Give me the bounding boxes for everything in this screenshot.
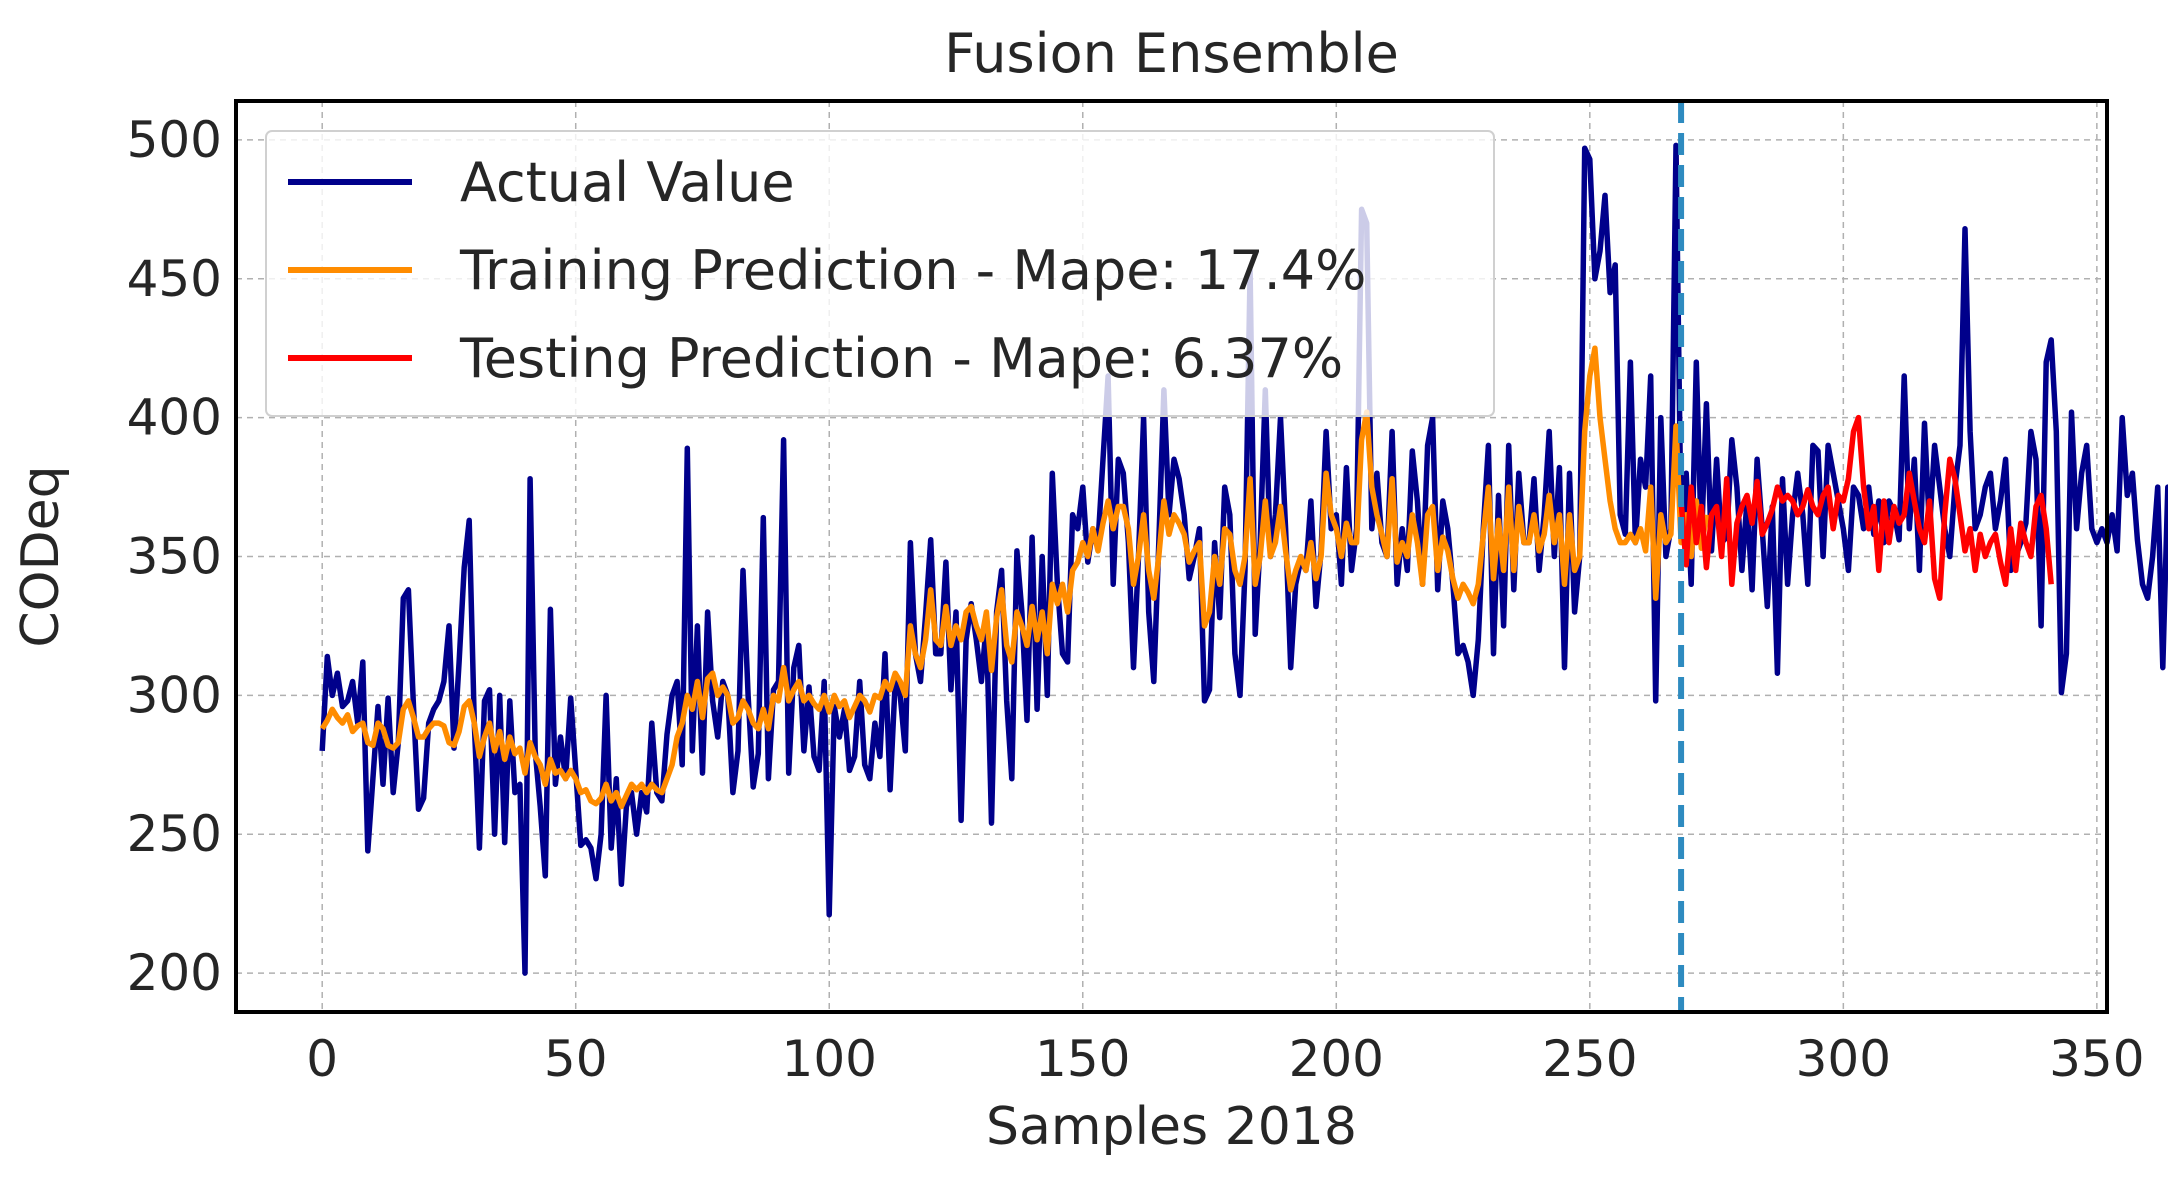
y-tick-label: 200	[127, 944, 222, 1002]
y-tick-label: 350	[127, 528, 222, 586]
x-tick-label: 100	[782, 1030, 877, 1088]
legend-label-actual: Actual Value	[460, 151, 795, 214]
x-tick-label: 150	[1035, 1030, 1130, 1088]
legend-label-training: Training Prediction - Mape: 17.4%	[459, 239, 1366, 302]
legend-label-testing: Testing Prediction - Mape: 6.37%	[459, 327, 1343, 390]
series-lines	[319, 142, 2168, 976]
x-axis-title: Samples 2018	[986, 1097, 1357, 1157]
y-tick-label: 300	[127, 666, 222, 724]
plot-frame	[234, 99, 2109, 1014]
chart-title: Fusion Ensemble	[944, 22, 1399, 85]
x-tick-label: 250	[1542, 1030, 1637, 1088]
series-line-testing	[1678, 414, 2054, 601]
y-tick-label: 500	[127, 111, 222, 169]
y-tick-label: 400	[127, 389, 222, 447]
legend: Actual Value Training Prediction - Mape:…	[265, 130, 1495, 417]
x-axis-ticks: 0 50 100 150 200 250 300 350	[306, 1030, 2144, 1088]
y-tick-label: 450	[127, 250, 222, 308]
x-tick-label: 0	[306, 1030, 338, 1088]
x-tick-label: 200	[1289, 1030, 1384, 1088]
x-tick-label: 350	[2049, 1030, 2144, 1088]
y-tick-label: 250	[127, 805, 222, 863]
y-axis-title: CODeq	[11, 465, 71, 647]
legend-box	[265, 130, 1495, 417]
y-axis-ticks: 200 250 300 350 400 450 500	[127, 111, 222, 1002]
series-line-training	[319, 345, 1710, 810]
x-tick-label: 300	[1796, 1030, 1891, 1088]
x-tick-label: 50	[544, 1030, 608, 1088]
